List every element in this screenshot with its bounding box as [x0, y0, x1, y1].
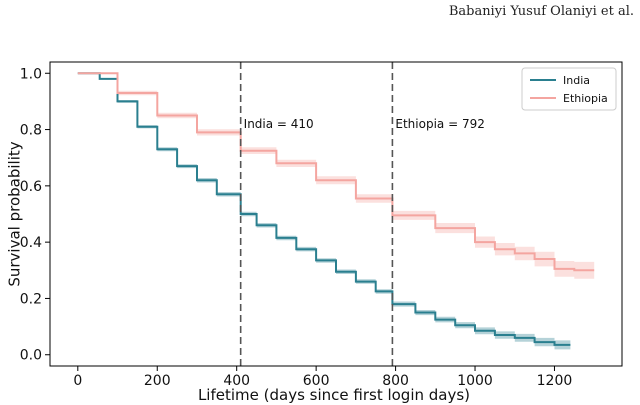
- y-tick-label: 1.0: [20, 66, 42, 82]
- x-tick-label: 200: [144, 373, 171, 389]
- y-tick-label: 0.0: [20, 348, 42, 364]
- y-tick-label: 0.2: [20, 291, 42, 307]
- header-author: Babaniyi Yusuf Olaniyi et al.: [448, 4, 634, 19]
- ci-band-ethiopia: [77, 73, 595, 279]
- series-lines: [77, 72, 595, 346]
- x-tick-label: 400: [223, 373, 250, 389]
- y-axis-ticks: 0.0 0.2 0.4 0.6 0.8 1.0: [20, 66, 50, 364]
- legend: India Ethiopia: [521, 67, 617, 111]
- y-axis-title: Survival probability: [5, 141, 23, 286]
- x-axis-ticks: 0 200 400 600 800 1000 1200: [73, 366, 572, 389]
- x-tick-label: 600: [303, 373, 330, 389]
- x-tick-label: 800: [382, 373, 409, 389]
- x-tick-label: 1200: [537, 373, 573, 389]
- series-line-india: [77, 72, 571, 346]
- x-tick-label: 0: [73, 373, 82, 389]
- legend-box: [521, 67, 617, 111]
- plot-area: [49, 61, 623, 367]
- ci-band-india: [77, 73, 571, 350]
- y-tick-label: 0.6: [20, 179, 42, 195]
- vline-label-1: Ethiopia = 792: [395, 117, 484, 131]
- x-axis-title: Lifetime (days since first login days): [198, 386, 470, 404]
- legend-label-ethiopia: Ethiopia: [563, 92, 608, 105]
- y-tick-label: 0.8: [20, 123, 42, 139]
- ci-bands: [77, 73, 595, 350]
- y-tick-label: 0.4: [20, 235, 42, 251]
- x-tick-label: 1000: [457, 373, 493, 389]
- series-line-ethiopia: [77, 72, 595, 272]
- vline-label-0: India = 410: [244, 117, 314, 131]
- legend-label-india: India: [563, 74, 590, 87]
- vertical-lines: India = 410 Ethiopia = 792: [239, 62, 485, 366]
